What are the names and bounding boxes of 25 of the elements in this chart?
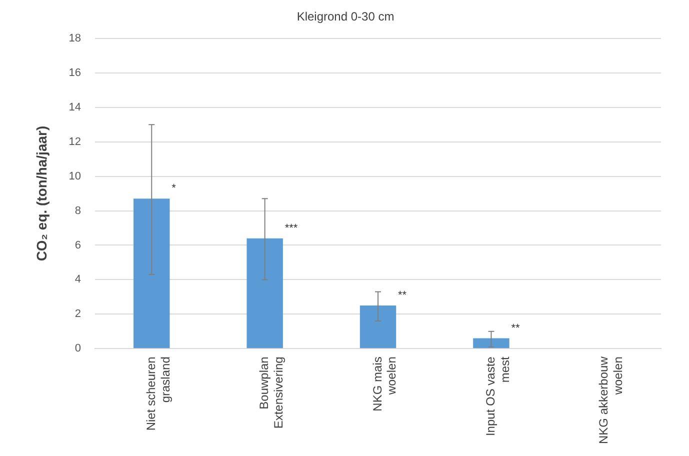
y-tick-label: 10 bbox=[68, 170, 82, 182]
chart-title: Kleigrond 0-30 cm bbox=[296, 10, 394, 24]
y-tick-label: 4 bbox=[74, 274, 82, 286]
y-tick-label: 0 bbox=[74, 342, 82, 355]
x-tick-label: Niet scheuren grasland bbox=[144, 356, 172, 431]
annotation: ** bbox=[398, 290, 408, 302]
annotation: *** bbox=[284, 222, 298, 234]
y-tick-label: 6 bbox=[74, 239, 82, 252]
bar bbox=[134, 198, 170, 348]
x-tick-label: NKG mais woelen bbox=[370, 356, 399, 412]
bar bbox=[473, 338, 510, 348]
y-tick-label: 14 bbox=[68, 101, 82, 114]
y-tick-label: 2 bbox=[74, 308, 82, 320]
y-tick-label: 18 bbox=[68, 32, 82, 44]
bar bbox=[246, 238, 283, 348]
annotation: * bbox=[172, 182, 177, 195]
y-tick-label: 8 bbox=[74, 204, 82, 217]
y-axis-title: CO₂ eq. (ton/ha/jaar) bbox=[33, 126, 50, 262]
x-tick-label: NKG akkerbouw woelen bbox=[596, 356, 626, 444]
bar bbox=[360, 306, 396, 348]
y-tick-label: 16 bbox=[68, 66, 82, 79]
y-tick-label: 12 bbox=[68, 136, 82, 148]
annotation: ** bbox=[511, 322, 520, 334]
x-tick-label: Bouwplan Extensivering bbox=[257, 356, 286, 429]
x-tick-label: Input OS vaste mest bbox=[484, 356, 512, 436]
